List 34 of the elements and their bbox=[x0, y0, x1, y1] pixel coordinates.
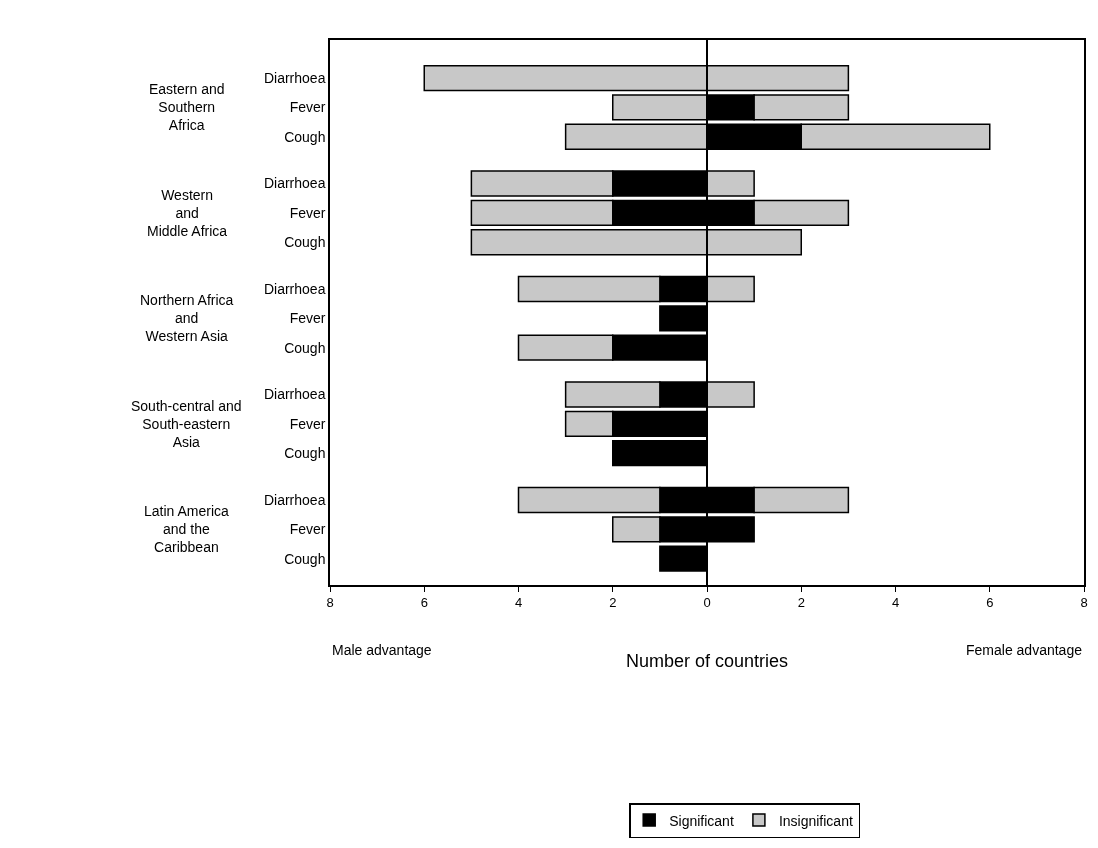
text: Female advantage bbox=[966, 642, 1083, 658]
y-tick-label: Cough bbox=[284, 550, 326, 567]
x-tick-label: 8 bbox=[326, 595, 334, 611]
y-tick-label: Diarrhoea bbox=[263, 386, 326, 403]
x-tick-label: 2 bbox=[609, 595, 617, 611]
y-tick-label: Diarrhoea bbox=[263, 175, 326, 192]
y-tick-label: Diarrhoea bbox=[263, 69, 326, 86]
y-tick-label: Fever bbox=[289, 521, 326, 538]
y-tick-label: Diarrhoea bbox=[263, 280, 326, 297]
x-tick-label: 8 bbox=[1080, 595, 1088, 611]
text: South-central and South-eastern Asia bbox=[131, 398, 242, 451]
x-axis-title: Number of countries bbox=[625, 650, 789, 671]
text: Northern Africa and Western Asia bbox=[140, 292, 234, 345]
x-tick-label: 4 bbox=[891, 595, 900, 611]
x-tick-label: 6 bbox=[420, 595, 428, 611]
x-tick-label: 6 bbox=[986, 595, 994, 611]
x-tick-label: 2 bbox=[797, 595, 805, 611]
x-tick-label: 0 bbox=[703, 595, 711, 611]
text: Latin America and the Caribbean bbox=[144, 503, 230, 556]
y-tick-label: Cough bbox=[284, 128, 326, 145]
y-tick-label: Cough bbox=[284, 234, 326, 251]
y-tick-label: Fever bbox=[289, 415, 326, 432]
legend-label: Significant bbox=[669, 812, 734, 829]
legend-label: Insignificant bbox=[778, 812, 853, 829]
text: Western and Middle Africa bbox=[147, 187, 228, 240]
y-tick-label: Fever bbox=[289, 204, 326, 221]
x-tick-label: 4 bbox=[514, 595, 523, 611]
y-tick-label: Cough bbox=[284, 339, 326, 356]
text: Eastern and Southern Africa bbox=[149, 81, 225, 134]
y-tick-label: Fever bbox=[289, 310, 326, 327]
y-tick-label: Cough bbox=[284, 445, 326, 462]
y-tick-label: Diarrhoea bbox=[263, 491, 326, 508]
text: Male advantage bbox=[332, 642, 432, 658]
y-tick-label: Fever bbox=[289, 99, 326, 116]
